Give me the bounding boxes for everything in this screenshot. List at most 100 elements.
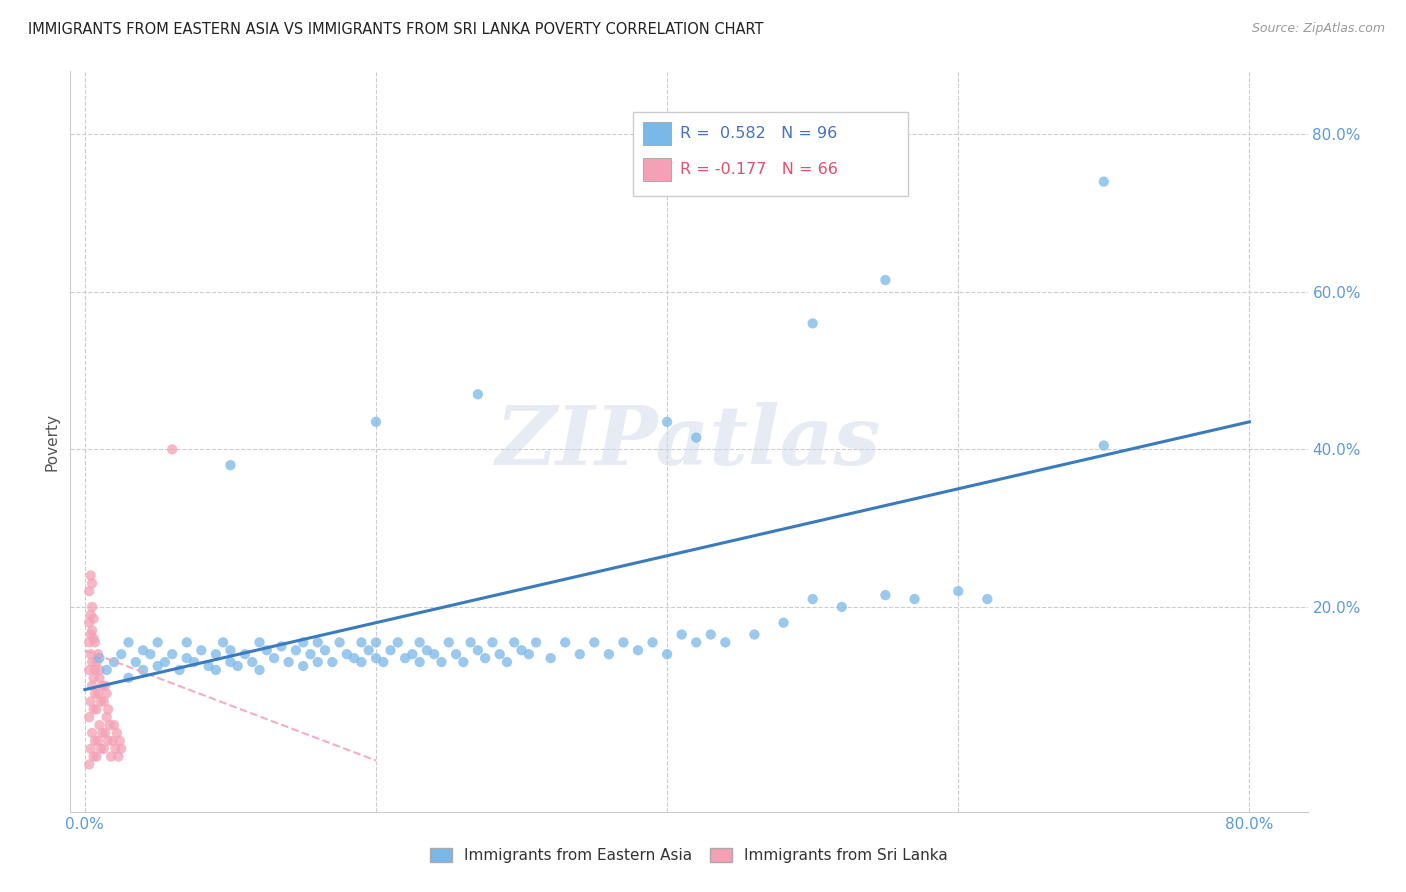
Point: [831, 599, 853, 614]
Point: [77, 757, 100, 772]
Point: [488, 647, 510, 661]
Point: [90, 694, 112, 708]
Point: [321, 655, 343, 669]
Point: [329, 635, 352, 649]
Point: [467, 387, 489, 401]
Point: [87, 734, 110, 748]
Point: [84, 635, 107, 649]
Point: [627, 643, 650, 657]
Point: [93, 694, 115, 708]
Point: [89, 651, 111, 665]
Point: [103, 718, 125, 732]
Point: [83, 671, 105, 685]
Point: [82, 679, 104, 693]
Point: [84, 663, 107, 677]
Point: [394, 651, 416, 665]
Point: [139, 647, 162, 661]
Point: [104, 741, 127, 756]
Point: [655, 415, 678, 429]
Point: [240, 655, 263, 669]
Point: [77, 710, 100, 724]
Point: [801, 317, 824, 331]
Point: [496, 655, 519, 669]
Point: [87, 647, 110, 661]
Point: [82, 655, 104, 669]
Point: [357, 643, 380, 657]
Point: [79, 607, 101, 622]
Point: [343, 651, 366, 665]
Point: [292, 659, 315, 673]
Point: [97, 734, 120, 748]
Point: [83, 702, 105, 716]
Point: [292, 635, 315, 649]
Point: [86, 702, 108, 716]
Point: [598, 647, 620, 661]
Point: [503, 635, 526, 649]
Point: [314, 643, 336, 657]
Point: [89, 671, 111, 685]
Point: [460, 635, 482, 649]
Point: [350, 635, 373, 649]
Point: [91, 679, 114, 693]
Point: [875, 273, 897, 287]
Point: [277, 655, 299, 669]
Point: [117, 635, 139, 649]
Legend: Immigrants from Eastern Asia, Immigrants from Sri Lanka: Immigrants from Eastern Asia, Immigrants…: [423, 840, 955, 871]
Point: [226, 659, 249, 673]
Point: [79, 741, 101, 756]
Point: [176, 635, 198, 649]
Point: [97, 702, 120, 716]
Point: [169, 663, 191, 677]
Point: [205, 663, 228, 677]
Point: [132, 643, 155, 657]
Point: [98, 718, 121, 732]
Point: [364, 415, 387, 429]
Point: [336, 647, 359, 661]
Point: [249, 663, 271, 677]
Point: [132, 663, 155, 677]
Point: [437, 635, 460, 649]
Point: [233, 647, 256, 661]
Text: ZIPatlas: ZIPatlas: [496, 401, 882, 482]
Point: [79, 568, 101, 582]
Point: [568, 647, 591, 661]
Point: [84, 734, 107, 748]
Point: [700, 627, 723, 641]
Point: [219, 458, 242, 472]
Point: [583, 635, 606, 649]
Point: [82, 599, 104, 614]
Point: [94, 679, 117, 693]
Point: [77, 635, 100, 649]
Point: [1092, 438, 1115, 452]
Point: [1092, 175, 1115, 189]
Point: [107, 749, 129, 764]
Point: [540, 651, 562, 665]
Point: [77, 663, 100, 677]
Point: [510, 643, 533, 657]
Point: [744, 627, 766, 641]
Point: [416, 643, 439, 657]
Point: [263, 651, 285, 665]
Point: [197, 659, 219, 673]
Point: [117, 671, 139, 685]
Point: [903, 592, 925, 607]
Point: [93, 741, 115, 756]
Point: [307, 655, 329, 669]
Point: [524, 635, 547, 649]
Point: [801, 592, 824, 607]
Point: [110, 741, 132, 756]
Point: [474, 651, 496, 665]
Point: [153, 655, 176, 669]
Point: [444, 647, 467, 661]
Y-axis label: Poverty: Poverty: [44, 412, 59, 471]
Point: [125, 655, 148, 669]
Point: [364, 651, 387, 665]
Point: [948, 584, 970, 599]
Point: [79, 627, 101, 641]
Point: [77, 615, 100, 630]
Point: [110, 647, 132, 661]
Point: [96, 663, 118, 677]
Text: R =  0.582   N = 96: R = 0.582 N = 96: [681, 127, 837, 141]
Point: [77, 584, 100, 599]
Point: [401, 647, 423, 661]
